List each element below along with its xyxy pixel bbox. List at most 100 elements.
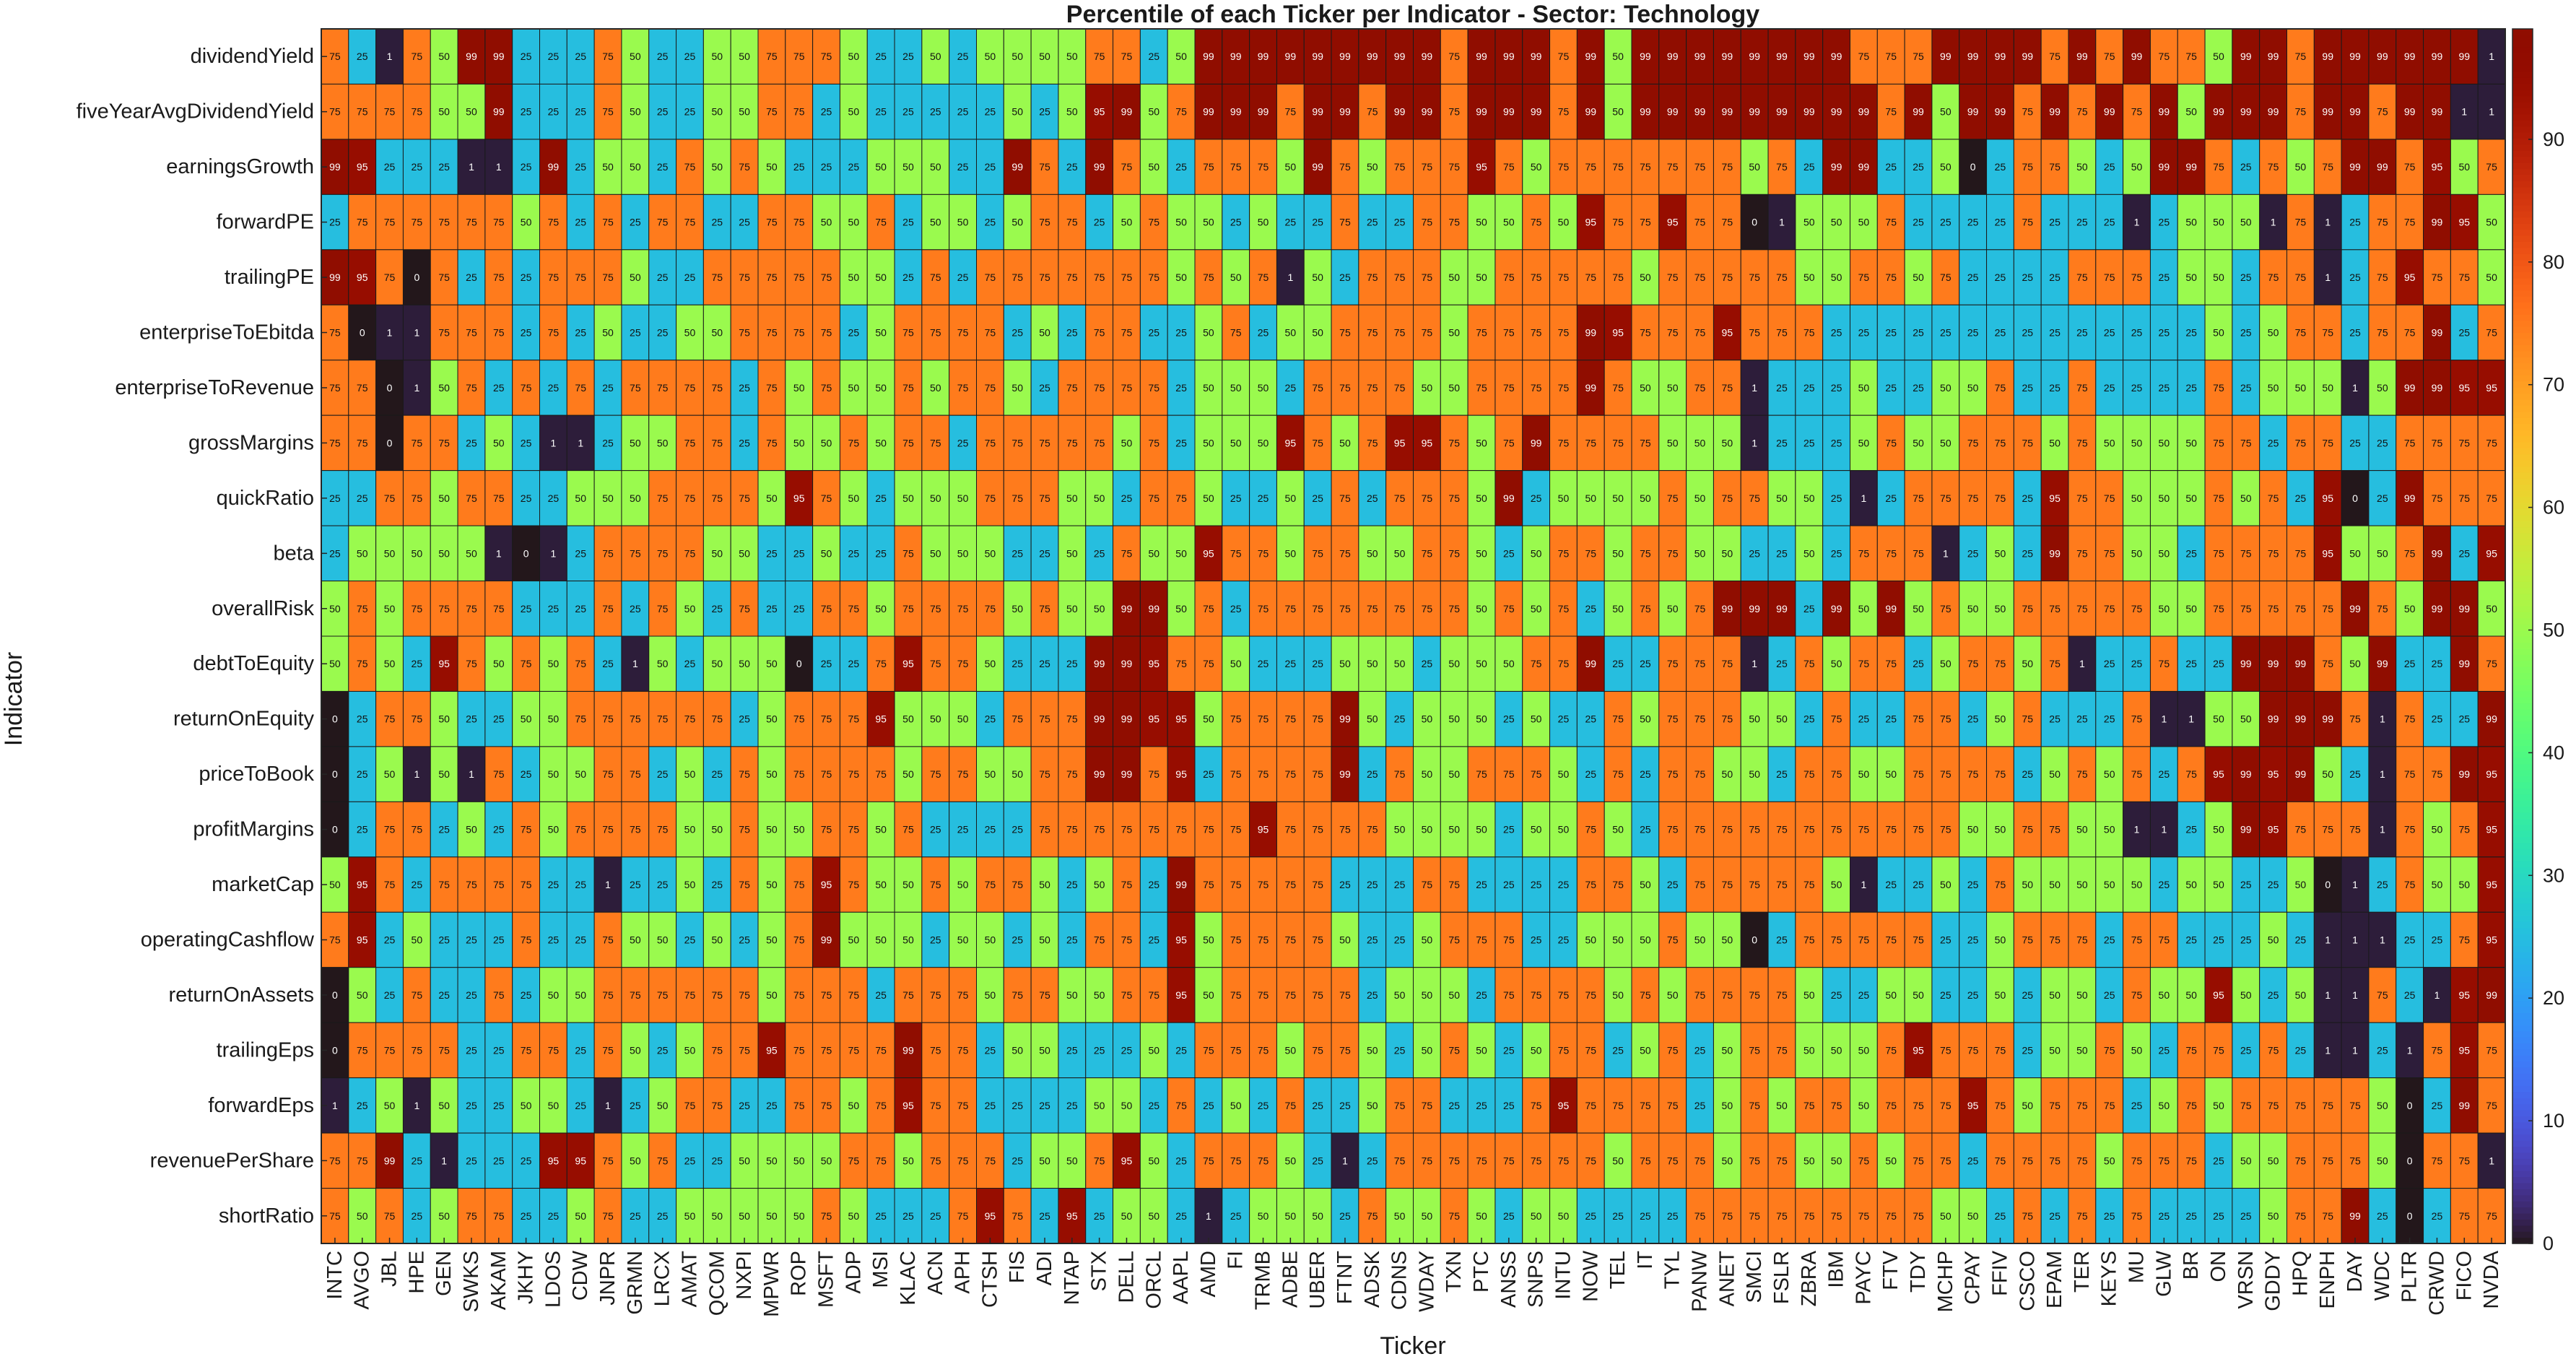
- heatmap-cell: [2095, 28, 2124, 84]
- cell-value-label: 75: [1694, 879, 1706, 890]
- cell-value-label: 25: [2432, 934, 2443, 946]
- cell-value-label: 75: [2240, 547, 2252, 559]
- colorbar-segment: [2512, 612, 2533, 619]
- cell-value-label: 75: [1913, 51, 1924, 62]
- cell-value-label: 25: [1667, 879, 1679, 890]
- heatmap-cell: [1795, 28, 1824, 84]
- cell-value-label: 50: [1667, 437, 1679, 448]
- cell-value-label: 75: [1503, 989, 1515, 1001]
- cell-value-label: 1: [2271, 217, 2276, 228]
- cell-value-label: 75: [2486, 1210, 2497, 1222]
- heatmap-cell: [512, 304, 541, 361]
- cell-value-label: 25: [2049, 1210, 2061, 1222]
- cell-value-label: 75: [1258, 768, 1269, 780]
- cell-value-label: 75: [1394, 603, 1406, 615]
- heatmap-cell: [1686, 83, 1714, 140]
- heatmap-cell: [593, 360, 622, 416]
- cell-value-label: 25: [412, 1210, 423, 1222]
- heatmap-cell: [2423, 525, 2451, 582]
- heatmap-cell: [1194, 83, 1223, 140]
- cell-value-label: 25: [739, 437, 750, 448]
- cell-value-label: 25: [848, 547, 860, 559]
- cell-value-label: 50: [1612, 989, 1624, 1001]
- cell-value-label: 50: [1940, 658, 1951, 669]
- cell-value-label: 75: [684, 492, 696, 504]
- x-tick-label: ADBE: [1279, 1251, 1302, 1308]
- cell-value-label: 1: [2325, 1044, 2331, 1056]
- cell-value-label: 75: [821, 492, 832, 504]
- cell-value-label: 99: [2404, 492, 2416, 504]
- heatmap-cell: [2477, 414, 2506, 472]
- cell-value-label: 75: [438, 327, 450, 339]
- y-tick-label: trailingPE: [225, 266, 314, 289]
- cell-value-label: 75: [357, 1155, 368, 1166]
- cell-value-label: 75: [848, 879, 860, 890]
- heatmap-cell: [566, 194, 595, 251]
- heatmap-cell: [648, 249, 677, 305]
- cell-value-label: 50: [438, 768, 450, 780]
- cell-value-label: 75: [1612, 1100, 1624, 1111]
- cell-value-label: 75: [1367, 1210, 1378, 1222]
- heatmap-cell: [1686, 414, 1714, 472]
- cell-value-label: 50: [1011, 106, 1023, 118]
- cell-value-label: 50: [1121, 437, 1133, 448]
- cell-value-label: 75: [412, 1044, 423, 1056]
- cell-value-label: 50: [1858, 1100, 1870, 1111]
- cell-value-label: 75: [985, 603, 996, 615]
- cell-value-label: 75: [384, 1044, 396, 1056]
- cell-value-label: 75: [2076, 272, 2088, 283]
- cell-value-label: 75: [1367, 382, 1378, 394]
- colorbar-segment: [2512, 350, 2533, 357]
- colorbar-segment: [2512, 338, 2533, 345]
- cell-value-label: 50: [2295, 382, 2307, 394]
- cell-value-label: 75: [1913, 768, 1924, 780]
- colorbar-segment: [2512, 1219, 2533, 1226]
- cell-value-label: 75: [1940, 492, 1951, 504]
- heatmap-cell: [402, 525, 431, 582]
- cell-value-label: 50: [1394, 824, 1406, 835]
- cell-value-label: 75: [1422, 272, 1433, 283]
- cell-value-label: 99: [1476, 106, 1487, 118]
- heatmap-cell: [1876, 83, 1905, 140]
- cell-value-label: 75: [1694, 603, 1706, 615]
- cell-value-label: 75: [739, 824, 750, 835]
- cell-value-label: 75: [1422, 1100, 1433, 1111]
- colorbar-segment: [2512, 1043, 2533, 1050]
- cell-value-label: 50: [1913, 437, 1924, 448]
- cell-value-label: 50: [1448, 824, 1460, 835]
- cell-value-label: 25: [1913, 161, 1924, 173]
- heatmap-cell: [1822, 304, 1850, 361]
- cell-value-label: 25: [1531, 934, 1542, 946]
- cell-value-label: 75: [1667, 1100, 1679, 1111]
- cell-value-label: 75: [1722, 382, 1733, 394]
- colorbar-segment: [2512, 988, 2533, 995]
- cell-value-label: 25: [1039, 658, 1050, 669]
- cell-value-label: 75: [2049, 658, 2061, 669]
- heatmap-cell: [1413, 360, 1441, 416]
- colorbar-segment: [2512, 952, 2533, 959]
- cell-value-label: 25: [1940, 934, 1951, 946]
- heatmap-cell: [1658, 360, 1687, 416]
- cell-value-label: 75: [1558, 272, 1570, 283]
- heatmap-cell: [348, 28, 377, 84]
- cell-value-label: 95: [357, 879, 368, 890]
- cell-value-label: 75: [957, 1155, 969, 1166]
- cell-value-label: 25: [1967, 272, 1979, 283]
- cell-value-label: 50: [1367, 658, 1378, 669]
- cell-value-label: 99: [1258, 51, 1269, 62]
- cell-value-label: 25: [1230, 603, 1242, 615]
- cell-value-label: 25: [2049, 217, 2061, 228]
- cell-value-label: 25: [630, 1100, 641, 1111]
- cell-value-label: 75: [1203, 272, 1214, 283]
- cell-value-label: 75: [548, 327, 560, 339]
- cell-value-label: 50: [657, 437, 669, 448]
- colorbar-tick-label: 70: [2543, 374, 2564, 396]
- colorbar-tick-label: 80: [2543, 251, 2564, 273]
- cell-value-label: 25: [602, 382, 614, 394]
- cell-value-label: 25: [1258, 492, 1269, 504]
- cell-value-label: 99: [1722, 106, 1733, 118]
- cell-value-label: 99: [1831, 603, 1842, 615]
- cell-value-label: 25: [1094, 217, 1105, 228]
- cell-value-label: 50: [438, 106, 450, 118]
- colorbar-segment: [2512, 1201, 2533, 1208]
